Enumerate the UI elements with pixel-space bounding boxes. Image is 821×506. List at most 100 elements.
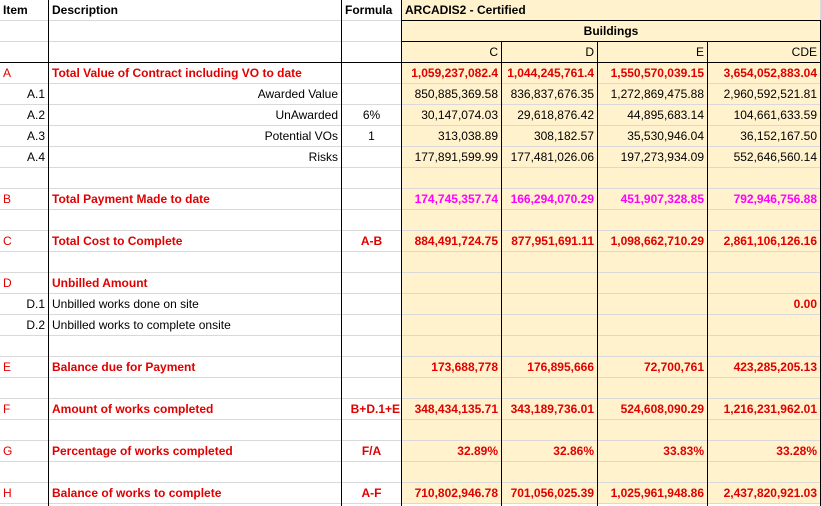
description-cell[interactable]: Total Value of Contract including VO to … [49, 63, 342, 84]
formula-cell[interactable] [342, 273, 402, 294]
formula-cell[interactable]: B+D.1+E [342, 399, 402, 420]
cell[interactable] [708, 252, 821, 273]
description-cell[interactable]: Potential VOs [49, 126, 342, 147]
cell[interactable] [502, 462, 598, 483]
value-cell-e[interactable] [598, 294, 708, 315]
cell[interactable] [598, 168, 708, 189]
value-cell-c[interactable] [402, 273, 502, 294]
value-cell-cde[interactable]: 792,946,756.88 [708, 189, 821, 210]
cell[interactable] [342, 21, 402, 42]
cell[interactable] [598, 210, 708, 231]
cell[interactable] [598, 336, 708, 357]
header-item-cell[interactable]: Item [0, 0, 49, 21]
value-cell-d[interactable]: 29,618,876.42 [502, 105, 598, 126]
cell[interactable] [49, 420, 342, 441]
value-cell-e[interactable] [598, 315, 708, 336]
cell[interactable] [502, 252, 598, 273]
value-cell-cde[interactable]: 2,861,106,126.16 [708, 231, 821, 252]
cell[interactable] [708, 168, 821, 189]
value-cell-c[interactable]: 32.89% [402, 441, 502, 462]
cell[interactable] [49, 378, 342, 399]
value-cell-c[interactable]: 348,434,135.71 [402, 399, 502, 420]
header-formula-cell[interactable]: Formula [342, 0, 402, 21]
cell[interactable] [402, 462, 502, 483]
value-cell-d[interactable]: 32.86% [502, 441, 598, 462]
value-cell-cde[interactable]: 0.00 [708, 294, 821, 315]
item-cell[interactable]: A.2 [0, 105, 49, 126]
description-cell[interactable]: UnAwarded [49, 105, 342, 126]
cell[interactable] [0, 42, 49, 63]
item-cell[interactable]: A.1 [0, 84, 49, 105]
cell[interactable] [708, 378, 821, 399]
description-cell[interactable]: Unbilled works done on site [49, 294, 342, 315]
cell[interactable] [49, 168, 342, 189]
cell[interactable] [708, 462, 821, 483]
item-cell[interactable]: D.1 [0, 294, 49, 315]
value-cell-e[interactable]: 1,550,570,039.15 [598, 63, 708, 84]
value-cell-cde[interactable]: 423,285,205.13 [708, 357, 821, 378]
value-cell-cde[interactable]: 36,152,167.50 [708, 126, 821, 147]
value-cell-e[interactable]: 197,273,934.09 [598, 147, 708, 168]
cell[interactable] [342, 378, 402, 399]
description-cell[interactable]: Total Cost to Complete [49, 231, 342, 252]
value-cell-d[interactable]: 877,951,691.11 [502, 231, 598, 252]
item-cell[interactable]: A.3 [0, 126, 49, 147]
cell[interactable] [402, 378, 502, 399]
value-cell-d[interactable]: 166,294,070.29 [502, 189, 598, 210]
description-cell[interactable]: Awarded Value [49, 84, 342, 105]
cell[interactable] [49, 252, 342, 273]
value-cell-c[interactable]: 313,038.89 [402, 126, 502, 147]
value-cell-cde[interactable] [708, 273, 821, 294]
cell[interactable] [598, 420, 708, 441]
formula-cell[interactable]: 6% [342, 105, 402, 126]
cell[interactable] [598, 378, 708, 399]
value-cell-c[interactable]: 884,491,724.75 [402, 231, 502, 252]
value-cell-c[interactable]: 174,745,357.74 [402, 189, 502, 210]
description-cell[interactable]: Unbilled works to complete onsite [49, 315, 342, 336]
cell[interactable] [402, 252, 502, 273]
description-cell[interactable]: Amount of works completed [49, 399, 342, 420]
value-cell-cde[interactable]: 2,960,592,521.81 [708, 84, 821, 105]
cell[interactable] [0, 252, 49, 273]
description-cell[interactable]: Unbilled Amount [49, 273, 342, 294]
column-e-header[interactable]: E [598, 42, 708, 63]
description-cell[interactable]: Balance of works to complete [49, 483, 342, 504]
value-cell-c[interactable]: 710,802,946.78 [402, 483, 502, 504]
cell[interactable] [0, 336, 49, 357]
value-cell-cde[interactable] [708, 315, 821, 336]
cell[interactable] [342, 252, 402, 273]
value-cell-d[interactable]: 343,189,736.01 [502, 399, 598, 420]
cell[interactable] [342, 168, 402, 189]
formula-cell[interactable] [342, 357, 402, 378]
value-cell-d[interactable] [502, 294, 598, 315]
value-cell-e[interactable]: 35,530,946.04 [598, 126, 708, 147]
value-cell-d[interactable]: 308,182.57 [502, 126, 598, 147]
cell[interactable] [502, 336, 598, 357]
cell[interactable] [342, 336, 402, 357]
value-cell-e[interactable]: 1,272,869,475.88 [598, 84, 708, 105]
value-cell-e[interactable]: 33.83% [598, 441, 708, 462]
value-cell-d[interactable] [502, 273, 598, 294]
value-cell-e[interactable]: 1,025,961,948.86 [598, 483, 708, 504]
item-cell[interactable]: H [0, 483, 49, 504]
value-cell-cde[interactable]: 33.28% [708, 441, 821, 462]
value-cell-e[interactable]: 451,907,328.85 [598, 189, 708, 210]
cell[interactable] [502, 210, 598, 231]
value-cell-e[interactable]: 72,700,761 [598, 357, 708, 378]
cell[interactable] [708, 420, 821, 441]
value-cell-d[interactable]: 176,895,666 [502, 357, 598, 378]
cell[interactable] [342, 42, 402, 63]
value-cell-cde[interactable]: 3,654,052,883.04 [708, 63, 821, 84]
formula-cell[interactable] [342, 63, 402, 84]
report-title-cell[interactable]: ARCADIS2 - Certified [402, 0, 821, 21]
cell[interactable] [502, 378, 598, 399]
value-cell-c[interactable]: 177,891,599.99 [402, 147, 502, 168]
cell[interactable] [708, 210, 821, 231]
value-cell-d[interactable]: 1,044,245,761.4 [502, 63, 598, 84]
formula-cell[interactable] [342, 147, 402, 168]
value-cell-c[interactable]: 30,147,074.03 [402, 105, 502, 126]
cell[interactable] [0, 420, 49, 441]
value-cell-d[interactable]: 701,056,025.39 [502, 483, 598, 504]
item-cell[interactable]: F [0, 399, 49, 420]
value-cell-c[interactable] [402, 294, 502, 315]
